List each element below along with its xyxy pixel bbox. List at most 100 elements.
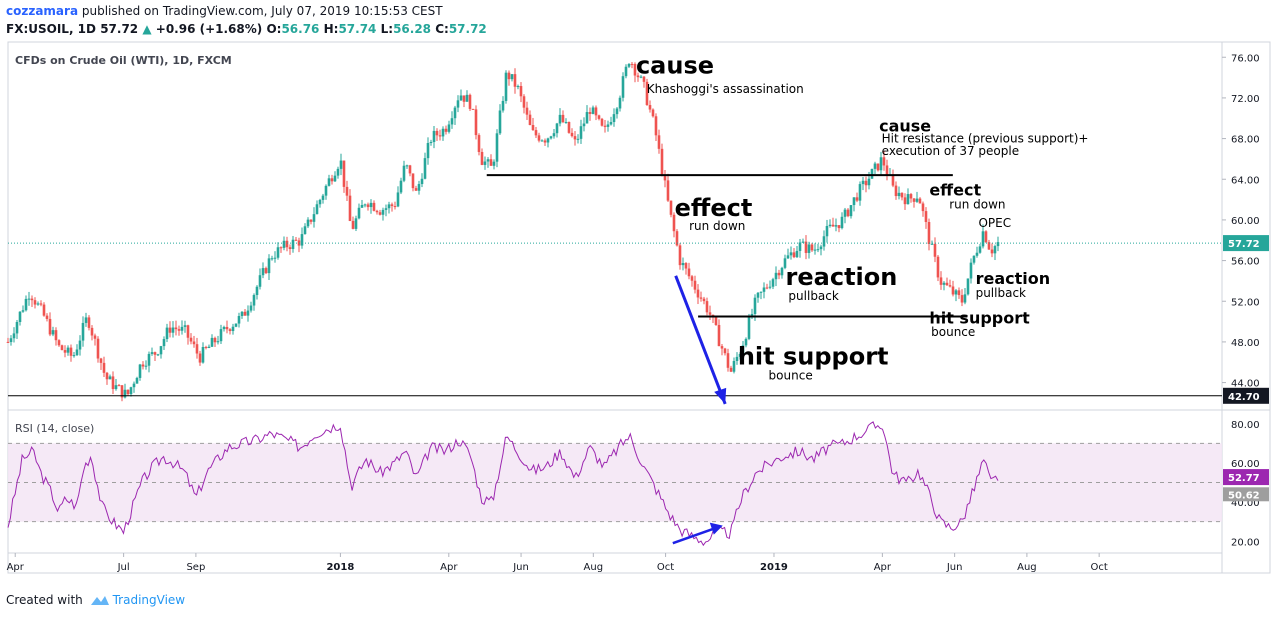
candle-317 — [957, 290, 961, 296]
candle-156 — [474, 109, 478, 136]
candle-154 — [468, 94, 472, 109]
candle-202 — [612, 114, 616, 123]
publish-info: cozzamara published on TradingView.com, … — [6, 4, 443, 18]
candle-280 — [846, 209, 850, 217]
candle-255 — [771, 279, 775, 287]
candle-157 — [477, 135, 481, 152]
candle-215 — [651, 109, 655, 117]
candle-161 — [489, 159, 493, 166]
rsi-tick-label-1: 60.00 — [1231, 459, 1260, 470]
footer: Created with TradingView — [6, 593, 185, 608]
candle-299 — [903, 197, 907, 205]
candle-67 — [207, 346, 211, 348]
candle-276 — [834, 225, 838, 227]
candle-40 — [126, 389, 130, 395]
time-tick-label-8: 2019 — [760, 562, 788, 573]
candle-169 — [513, 74, 517, 87]
candle-17 — [57, 340, 61, 346]
candle-179 — [543, 140, 547, 143]
candle-94 — [288, 247, 292, 249]
candle-109 — [333, 175, 337, 182]
candle-148 — [450, 118, 454, 125]
candle-78 — [240, 311, 244, 317]
candle-96 — [294, 239, 298, 241]
candle-188 — [570, 132, 574, 137]
candle-275 — [831, 224, 835, 227]
candle-127 — [387, 204, 391, 209]
candle-222 — [672, 214, 676, 232]
candle-73 — [225, 326, 229, 330]
low-label: L: — [380, 22, 394, 36]
candle-52 — [162, 339, 166, 347]
rsi-tick-label-0: 80.00 — [1231, 420, 1260, 431]
candle-231 — [699, 297, 703, 299]
candle-250 — [756, 292, 760, 298]
candle-201 — [609, 122, 613, 125]
candle-56 — [174, 327, 178, 330]
annotation-2: effect — [675, 194, 753, 222]
time-tick-label-0: Apr — [7, 562, 25, 573]
candle-72 — [222, 326, 226, 330]
price-tick-label-3: 64.00 — [1231, 175, 1260, 186]
candle-325 — [981, 231, 985, 247]
candle-38 — [120, 385, 124, 398]
candle-49 — [153, 352, 157, 355]
annotation-7: pullback — [788, 289, 838, 303]
candle-143 — [435, 130, 439, 136]
candle-131 — [399, 180, 403, 193]
candle-274 — [828, 224, 832, 226]
tradingview-link[interactable]: TradingView — [112, 593, 186, 607]
annotation-16: hit support — [929, 309, 1030, 328]
candle-239 — [723, 348, 727, 354]
candle-307 — [927, 222, 931, 244]
candle-42 — [132, 383, 136, 388]
price-tick-label-5: 56.00 — [1231, 257, 1260, 268]
high-value: 57.74 — [338, 22, 377, 36]
candle-145 — [441, 128, 445, 137]
candle-113 — [345, 186, 349, 196]
candle-324 — [978, 246, 982, 253]
candle-168 — [510, 74, 514, 80]
candle-295 — [891, 174, 895, 186]
candle-279 — [843, 209, 847, 217]
candle-25 — [81, 322, 85, 341]
candle-247 — [747, 317, 751, 339]
candle-117 — [357, 207, 361, 219]
candle-205 — [621, 76, 625, 98]
candle-296 — [894, 185, 898, 197]
candle-300 — [906, 194, 910, 205]
author-name[interactable]: cozzamara — [6, 4, 79, 18]
candle-281 — [849, 205, 853, 217]
candle-132 — [402, 165, 406, 181]
axes: 76.00 72.00 68.00 64.00 60.00 56.00 52.00 48.00… — [7, 53, 1269, 573]
candle-229 — [693, 280, 697, 290]
candle-121 — [369, 202, 373, 208]
close-value: 57.72 — [448, 22, 487, 36]
candle-211 — [639, 76, 643, 78]
candle-41 — [129, 387, 133, 395]
candle-233 — [705, 301, 709, 313]
candle-28 — [90, 327, 94, 336]
candle-303 — [915, 198, 919, 202]
candle-292 — [882, 157, 886, 166]
candle-35 — [111, 376, 115, 390]
candle-174 — [528, 114, 532, 126]
candle-27 — [87, 317, 91, 328]
candle-219 — [663, 174, 667, 181]
candle-189 — [573, 136, 577, 140]
candle-104 — [318, 199, 322, 205]
candle-86 — [264, 268, 268, 274]
candle-315 — [951, 286, 955, 295]
candle-60 — [186, 325, 190, 338]
candle-181 — [549, 136, 553, 139]
candle-237 — [717, 324, 721, 347]
rsi-band-fill — [8, 443, 1222, 522]
candle-328 — [990, 249, 994, 254]
price-tick-label-4: 60.00 — [1231, 216, 1260, 227]
candle-313 — [945, 282, 949, 286]
candle-8 — [30, 298, 34, 301]
candle-196 — [594, 107, 598, 116]
candle-266 — [804, 241, 808, 253]
candle-65 — [201, 346, 205, 363]
